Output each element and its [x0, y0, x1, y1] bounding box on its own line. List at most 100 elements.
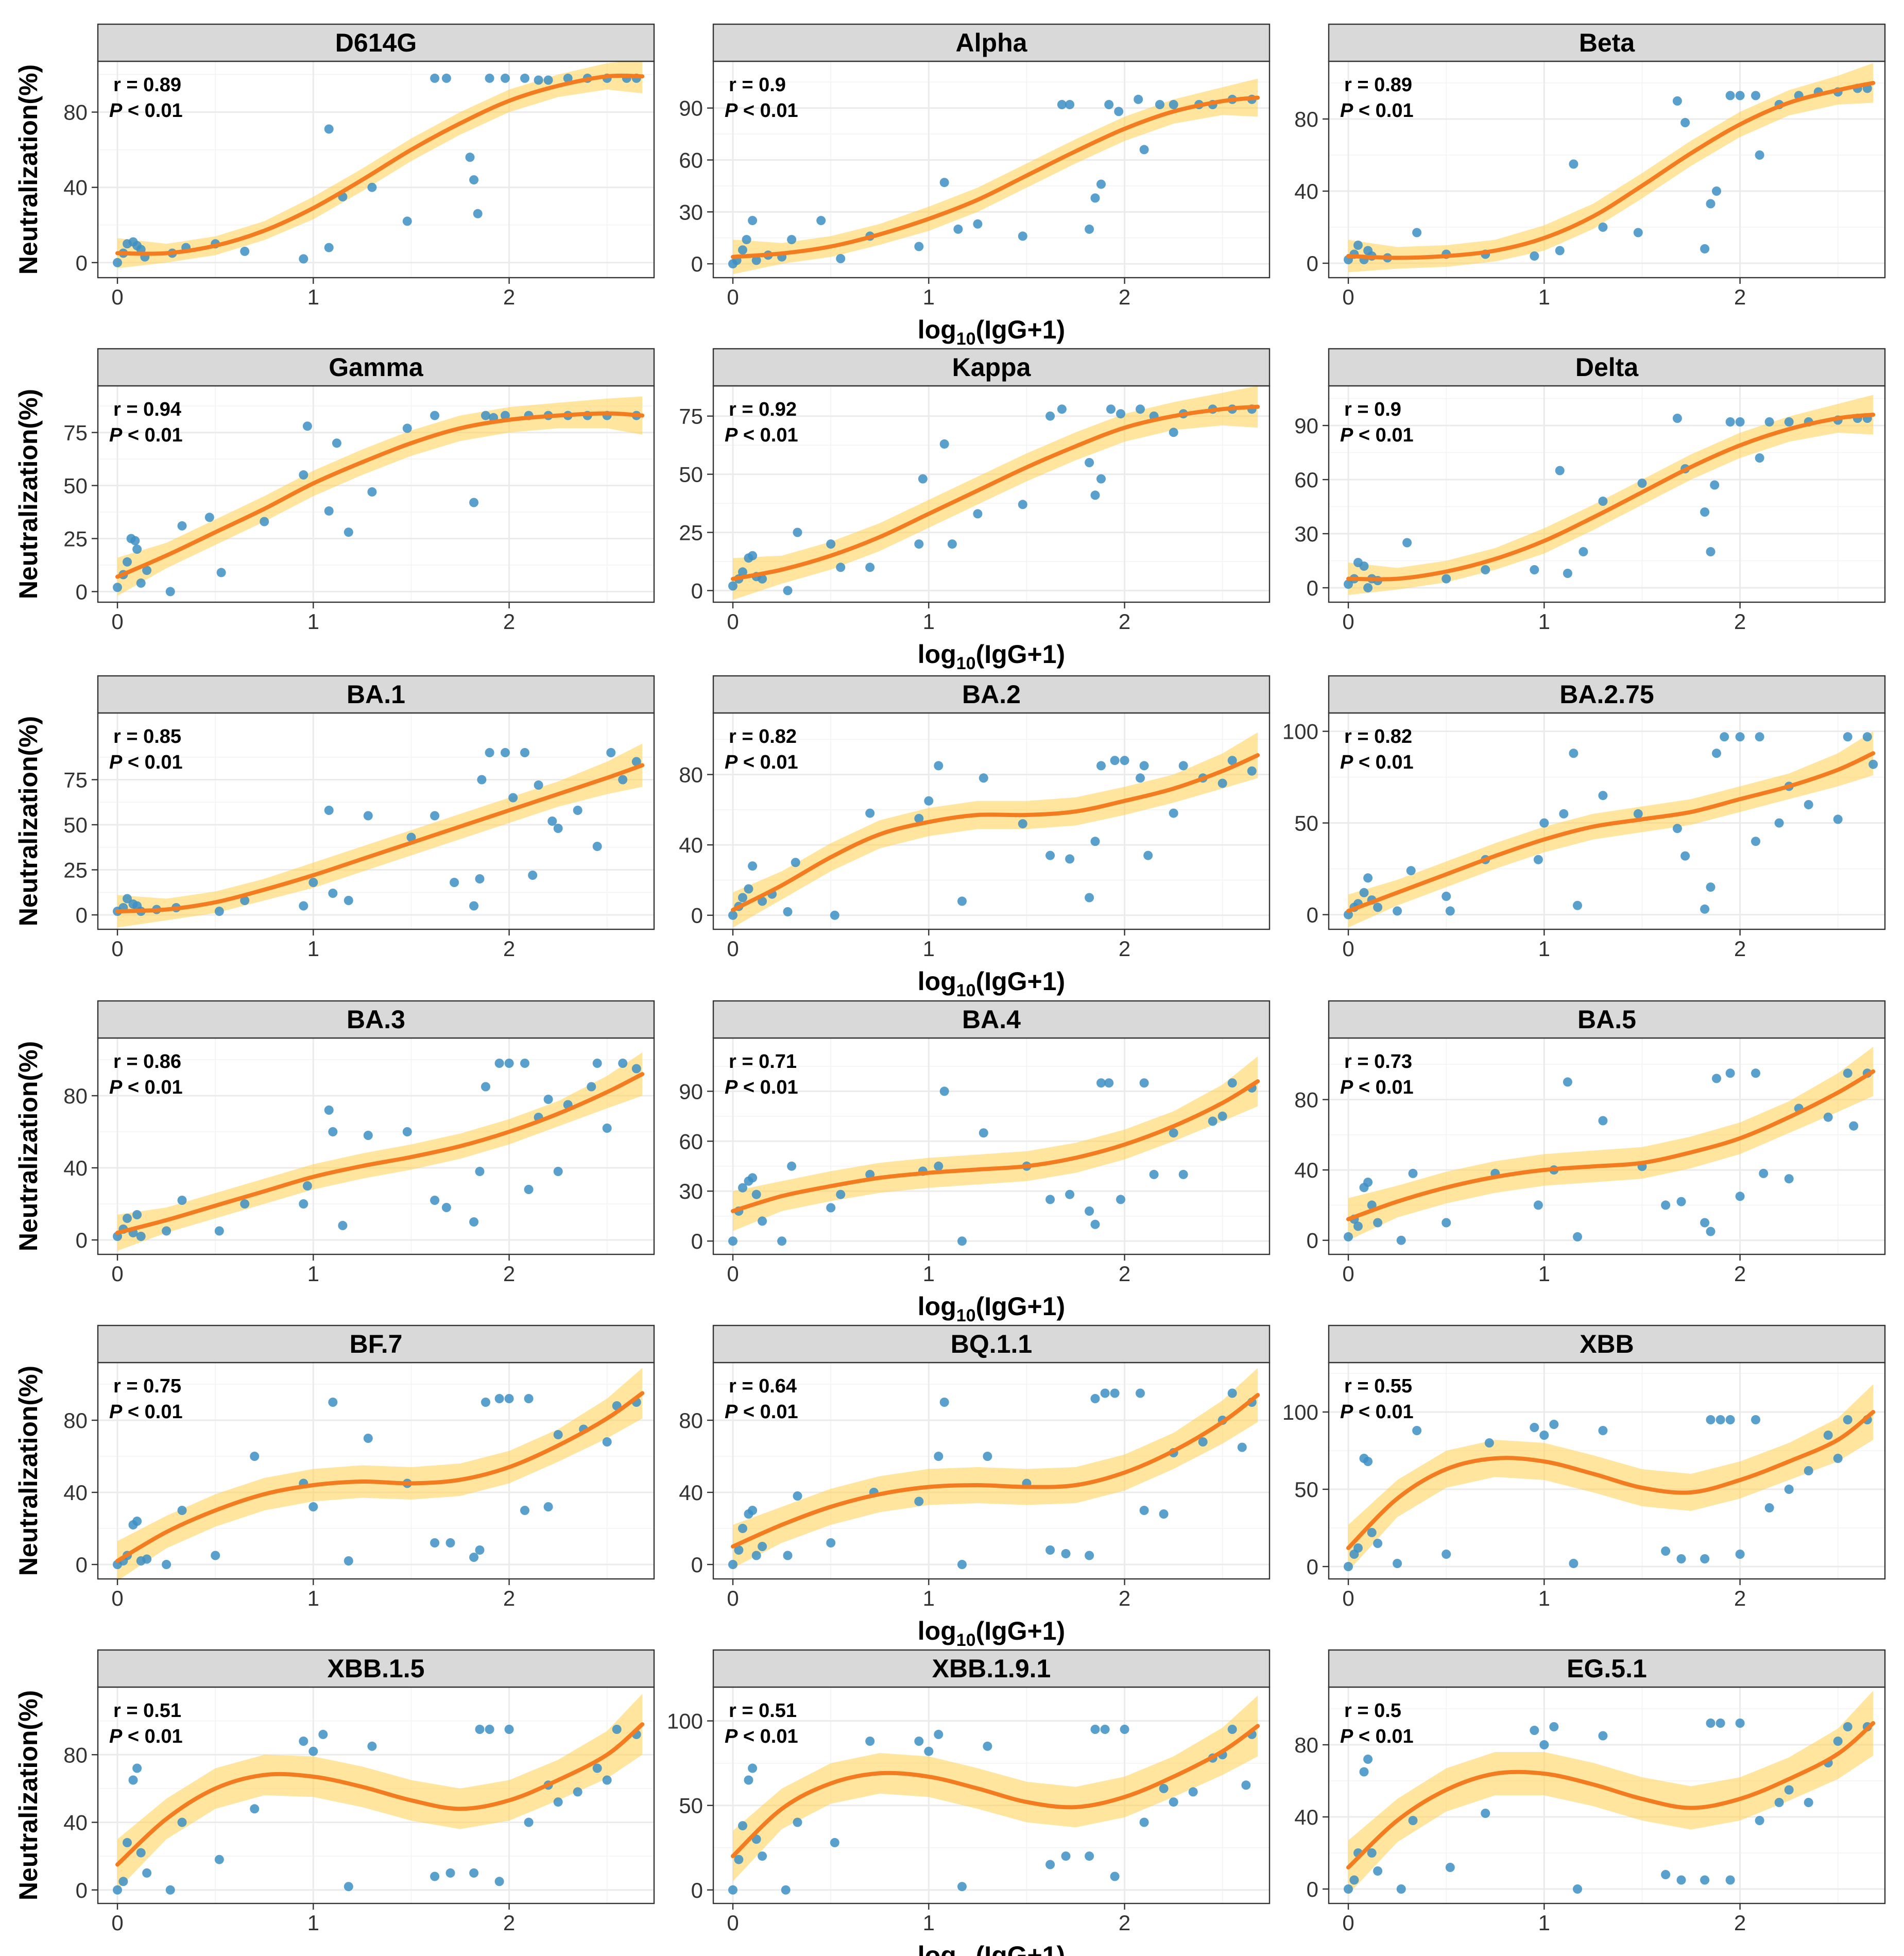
data-point	[1120, 756, 1129, 766]
data-point	[914, 539, 924, 549]
confidence-band	[117, 396, 643, 596]
p-symbol: P	[109, 1726, 123, 1747]
data-point	[1149, 1169, 1159, 1179]
data-point	[504, 1394, 514, 1403]
panel-kappa: Kappa r = 0.92 P < 0.01 0 1 2 0 25 50 75 log10(IgG…	[679, 348, 1271, 673]
panel-beta: Beta r = 0.89 P < 0.01 0 1 2 0 40 80	[1294, 23, 1886, 309]
data-point	[1442, 574, 1451, 584]
data-point	[1217, 1111, 1227, 1121]
data-point	[132, 1517, 142, 1526]
p-label: P < 0.01	[725, 1401, 798, 1423]
data-point	[1363, 1755, 1373, 1764]
x-tick-label: 2	[503, 285, 515, 309]
data-point	[520, 748, 529, 757]
data-point	[1539, 818, 1549, 828]
data-point	[318, 1729, 328, 1739]
data-point	[830, 1838, 839, 1847]
fit-line	[731, 404, 1260, 581]
fit-line	[731, 1393, 1260, 1549]
data-point	[367, 1741, 377, 1751]
x-tick-label: 1	[1538, 1262, 1550, 1286]
fit-line	[115, 73, 645, 256]
data-point	[1353, 1543, 1363, 1553]
data-point	[367, 487, 377, 497]
panel-alpha: Alpha r = 0.9 P < 0.01 0 1 2 0 30 60 90 log10(IgG+…	[679, 23, 1271, 349]
panel-bf-7: BF.7 r = 0.75 P < 0.01 0 1 2 0 40 80 Neutralizati…	[14, 1324, 655, 1610]
panel-delta: Delta r = 0.9 P < 0.01 0 1 2 0 30 60 90	[1294, 348, 1886, 634]
data-point	[1359, 1767, 1369, 1777]
fit-line	[1346, 751, 1876, 913]
data-point	[934, 761, 944, 771]
y-tick-label: 100	[1282, 720, 1318, 744]
x-tick-label: 2	[503, 609, 515, 634]
data-point	[1598, 497, 1608, 506]
y-tick-label: 40	[63, 1156, 88, 1180]
panel-title: Gamma	[329, 353, 424, 382]
data-point	[1549, 1722, 1559, 1731]
data-point	[165, 587, 175, 597]
panel-title: Kappa	[952, 353, 1032, 382]
p-label: P < 0.01	[109, 752, 183, 773]
strip-background	[97, 675, 655, 714]
x-tick-label: 1	[307, 1911, 319, 1935]
r-label: r = 0.5	[1344, 1700, 1401, 1722]
data-point	[128, 1775, 138, 1785]
data-point	[914, 1496, 924, 1506]
y-tick-label: 0	[691, 904, 703, 928]
confidence-band	[733, 386, 1258, 600]
panel-xbb-1-9-1: XBB.1.9.1 r = 0.51 P < 0.01 0 1 2 0 50 100 log10(…	[667, 1649, 1271, 1956]
p-label: P < 0.01	[109, 100, 183, 122]
data-point	[1755, 150, 1764, 160]
strip-background	[1328, 23, 1886, 62]
p-value: < 0.01	[737, 752, 798, 773]
p-symbol: P	[1340, 424, 1353, 446]
p-label: P < 0.01	[725, 1077, 798, 1098]
data-point	[793, 1491, 802, 1501]
data-point	[524, 1394, 534, 1403]
data-point	[748, 861, 758, 871]
p-label: P < 0.01	[1340, 1726, 1414, 1747]
r-label: r = 0.94	[113, 399, 181, 420]
data-point	[1598, 1116, 1608, 1126]
x-tick-label: 0	[1342, 1586, 1354, 1610]
p-value: < 0.01	[1353, 1726, 1413, 1747]
strip-background	[712, 1649, 1271, 1688]
y-tick-label: 50	[63, 813, 88, 837]
x-axis-title-subscript: 10	[956, 1630, 976, 1650]
y-tick-label: 60	[679, 148, 703, 173]
data-point	[1712, 186, 1721, 196]
data-point	[214, 1226, 224, 1236]
data-point	[1359, 888, 1369, 897]
data-point	[1057, 404, 1067, 414]
x-tick-label: 0	[1342, 1911, 1354, 1935]
data-point	[250, 1804, 260, 1814]
x-axis-title-base: log	[918, 1941, 956, 1956]
data-point	[1096, 761, 1106, 771]
y-tick-label: 50	[1294, 811, 1318, 836]
data-point	[612, 1725, 622, 1734]
data-point	[979, 1128, 988, 1138]
strip-background	[712, 1000, 1271, 1039]
data-point	[344, 1882, 353, 1892]
x-axis-title-rest: (IgG+1)	[976, 315, 1066, 344]
data-point	[1759, 1168, 1769, 1178]
data-point	[344, 528, 353, 537]
data-point	[1018, 231, 1027, 241]
data-point	[1823, 1431, 1833, 1440]
data-point	[783, 1551, 793, 1560]
data-point	[534, 75, 543, 85]
data-point	[1106, 404, 1116, 414]
data-point	[367, 182, 377, 192]
data-point	[501, 748, 510, 757]
data-point	[1178, 761, 1188, 771]
y-tick-label: 50	[1294, 1477, 1318, 1502]
data-point	[939, 178, 949, 188]
data-point	[606, 748, 616, 757]
data-point	[592, 1059, 602, 1068]
y-tick-label: 25	[63, 858, 88, 882]
data-point	[1110, 756, 1120, 766]
data-point	[1169, 1797, 1178, 1807]
data-point	[302, 421, 312, 431]
y-tick-label: 75	[63, 768, 88, 792]
data-point	[485, 748, 494, 757]
